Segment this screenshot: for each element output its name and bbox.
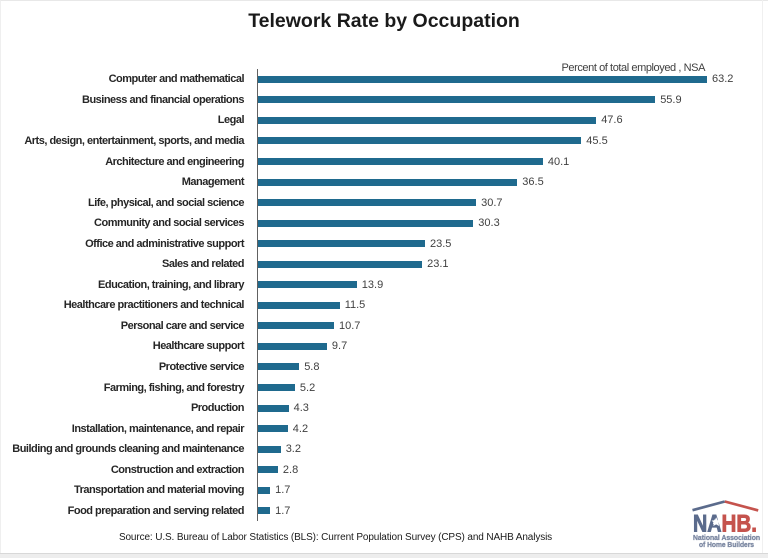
svg-text:National Association: National Association — [693, 533, 760, 542]
svg-text:of Home Builders: of Home Builders — [699, 540, 754, 549]
svg-text:HB.: HB. — [722, 511, 758, 538]
